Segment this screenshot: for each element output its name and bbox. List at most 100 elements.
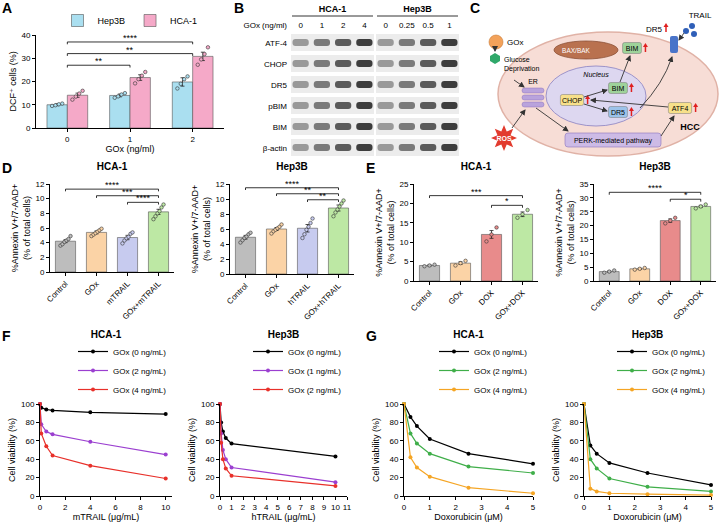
svg-text:BAX/BAK: BAX/BAK <box>562 47 590 54</box>
svg-text:GOx+DOX: GOx+DOX <box>671 288 705 322</box>
svg-text:**: ** <box>319 191 327 201</box>
svg-text:40: 40 <box>389 455 398 464</box>
svg-text:BIM: BIM <box>626 45 639 52</box>
svg-text:HCC: HCC <box>680 122 700 132</box>
svg-text:20: 20 <box>569 473 578 482</box>
svg-text:Hep3B: Hep3B <box>268 329 300 340</box>
svg-text:0: 0 <box>26 124 31 133</box>
svg-text:HCA-1: HCA-1 <box>461 161 492 172</box>
svg-text:2: 2 <box>633 503 638 512</box>
svg-text:6: 6 <box>287 503 292 512</box>
svg-text:4: 4 <box>220 240 225 249</box>
svg-text:20: 20 <box>389 473 398 482</box>
svg-text:5: 5 <box>276 503 281 512</box>
svg-text:4: 4 <box>683 503 688 512</box>
svg-text:3: 3 <box>658 503 663 512</box>
svg-text:10: 10 <box>161 503 170 512</box>
svg-text:0: 0 <box>218 503 223 512</box>
svg-text:20: 20 <box>579 221 588 230</box>
svg-text:8: 8 <box>138 503 143 512</box>
svg-text:BIM: BIM <box>612 85 625 92</box>
svg-text:****: **** <box>136 193 151 203</box>
svg-text:CHOP: CHOP <box>562 97 583 104</box>
svg-text:1: 1 <box>128 135 133 144</box>
svg-text:4: 4 <box>88 503 93 512</box>
svg-text:80: 80 <box>205 418 214 427</box>
svg-text:3: 3 <box>479 503 484 512</box>
svg-text:Glucose: Glucose <box>504 56 530 63</box>
svg-text:20: 20 <box>399 199 408 208</box>
svg-text:ER: ER <box>528 78 538 85</box>
svg-text:0: 0 <box>574 492 579 501</box>
svg-text:10: 10 <box>399 238 408 247</box>
svg-text:11: 11 <box>343 503 352 512</box>
svg-text:60: 60 <box>205 437 214 446</box>
svg-text:20: 20 <box>205 473 214 482</box>
svg-text:BIM: BIM <box>273 123 288 132</box>
svg-text:1: 1 <box>447 21 452 30</box>
svg-text:GOx (2 ng/mL): GOx (2 ng/mL) <box>113 367 166 376</box>
svg-text:ROS: ROS <box>496 135 512 142</box>
svg-text:0: 0 <box>582 503 587 512</box>
svg-text:GOx: GOx <box>447 288 465 306</box>
svg-text:GOx (2 ng/mL): GOx (2 ng/mL) <box>474 367 527 376</box>
svg-text:10: 10 <box>331 503 340 512</box>
svg-text:GOx+mTRAIL: GOx+mTRAIL <box>121 279 163 321</box>
svg-text:****: **** <box>105 180 120 190</box>
svg-text:80: 80 <box>569 418 578 427</box>
svg-text:7: 7 <box>299 503 304 512</box>
svg-text:25: 25 <box>579 208 588 217</box>
svg-text:60: 60 <box>569 437 578 446</box>
svg-text:2: 2 <box>453 503 458 512</box>
svg-text:Control: Control <box>45 279 70 304</box>
svg-text:4: 4 <box>505 503 510 512</box>
svg-text:Cell viability (%): Cell viability (%) <box>371 418 381 482</box>
svg-text:8: 8 <box>310 503 315 512</box>
svg-text:****: **** <box>123 33 138 43</box>
svg-text:5: 5 <box>404 257 409 266</box>
svg-text:β-actin: β-actin <box>263 144 287 153</box>
svg-text:*: * <box>684 190 688 200</box>
svg-text:GOx: GOx <box>263 281 281 299</box>
svg-text:****: **** <box>648 183 663 193</box>
svg-text:DR5: DR5 <box>271 81 288 90</box>
svg-text:**: ** <box>304 185 312 195</box>
svg-text:*: * <box>505 196 509 206</box>
svg-text:12: 12 <box>35 180 44 189</box>
svg-text:2: 2 <box>63 503 68 512</box>
svg-text:0: 0 <box>220 270 225 279</box>
svg-text:4: 4 <box>362 21 367 30</box>
svg-text:GOx (0 ng/mL): GOx (0 ng/mL) <box>288 348 341 357</box>
svg-text:CHOP: CHOP <box>264 60 287 69</box>
svg-text:20: 20 <box>25 473 34 482</box>
svg-text:Hep3B: Hep3B <box>98 16 126 26</box>
svg-text:Nucleus: Nucleus <box>583 71 609 78</box>
svg-text:Hep3B: Hep3B <box>276 161 308 172</box>
svg-text:GOx: GOx <box>626 288 644 306</box>
svg-text:60: 60 <box>389 437 398 446</box>
svg-text:0: 0 <box>394 492 399 501</box>
svg-text:0: 0 <box>383 21 388 30</box>
svg-text:2: 2 <box>241 503 246 512</box>
svg-text:0: 0 <box>404 277 409 286</box>
svg-text:GOx (1 ng/mL): GOx (1 ng/mL) <box>288 367 341 376</box>
svg-text:100: 100 <box>565 400 579 409</box>
svg-text:DOX: DOX <box>656 288 675 307</box>
svg-text:60: 60 <box>25 437 34 446</box>
svg-text:2: 2 <box>220 255 225 264</box>
svg-text:%Annexin V+/7-AAD+(% of total: %Annexin V+/7-AAD+(% of total cells) <box>190 185 212 274</box>
svg-text:mTRAIL: mTRAIL <box>105 279 132 306</box>
svg-text:15: 15 <box>399 219 408 228</box>
svg-text:6: 6 <box>113 503 118 512</box>
svg-text:2: 2 <box>40 253 45 262</box>
svg-text:GOx (ng/ml): GOx (ng/ml) <box>243 21 287 30</box>
svg-text:3: 3 <box>252 503 257 512</box>
svg-text:PERK-mediated pathway: PERK-mediated pathway <box>574 137 653 145</box>
svg-text:GOx: GOx <box>507 38 523 47</box>
svg-text:GOx+hTRAIL: GOx+hTRAIL <box>302 281 343 322</box>
svg-text:DOX: DOX <box>477 288 496 307</box>
svg-text:GOx+DOX: GOx+DOX <box>493 288 527 322</box>
svg-text:GOx (0 ng/mL): GOx (0 ng/mL) <box>474 348 527 357</box>
svg-text:DCF⁺ cells (%): DCF⁺ cells (%) <box>8 51 18 111</box>
svg-text:80: 80 <box>25 418 34 427</box>
